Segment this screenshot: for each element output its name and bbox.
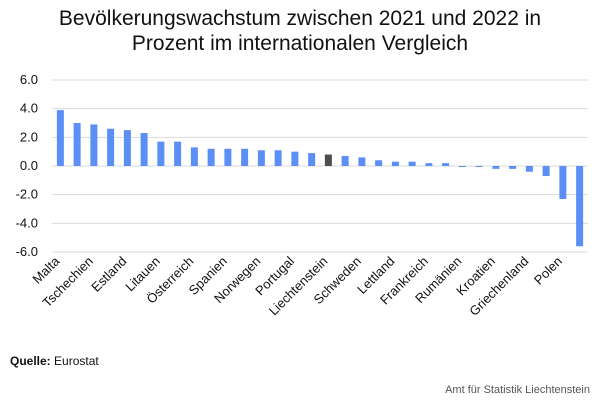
bar bbox=[559, 166, 567, 199]
x-tick-label: Estland bbox=[88, 254, 129, 295]
bar bbox=[274, 150, 282, 166]
y-tick-label: -6.0 bbox=[16, 244, 38, 259]
bar bbox=[207, 148, 215, 166]
bar bbox=[442, 163, 450, 166]
bar bbox=[509, 166, 517, 169]
chart-title: Bevölkerungswachstum zwischen 2021 und 2… bbox=[0, 6, 600, 56]
bar-chart: 6.04.02.00.0-2.0-4.0-6.0MaltaTschechienE… bbox=[16, 72, 588, 319]
source-value: Eurostat bbox=[54, 354, 99, 368]
bar bbox=[341, 155, 349, 166]
bar bbox=[425, 163, 433, 166]
y-tick-label: 2.0 bbox=[20, 129, 38, 144]
bar bbox=[90, 124, 98, 166]
bar bbox=[308, 153, 316, 166]
bar bbox=[224, 148, 232, 166]
credit-note: Amt für Statistik Liechtenstein bbox=[445, 384, 590, 396]
bar bbox=[492, 166, 500, 169]
bar bbox=[56, 110, 64, 166]
bar bbox=[157, 141, 165, 166]
bar bbox=[358, 157, 366, 166]
bar bbox=[73, 123, 81, 166]
chart-title-line-1: Bevölkerungswachstum zwischen 2021 und 2… bbox=[58, 7, 542, 30]
bar bbox=[257, 150, 265, 166]
source-note: Quelle: Eurostat bbox=[10, 354, 99, 368]
bar bbox=[542, 166, 550, 177]
x-tick-label: Griechenland bbox=[466, 254, 531, 319]
bar bbox=[291, 151, 299, 166]
bar bbox=[107, 128, 115, 166]
bar bbox=[190, 147, 198, 166]
bar bbox=[123, 130, 131, 166]
bar bbox=[174, 141, 182, 166]
y-tick-label: 6.0 bbox=[20, 72, 38, 87]
chart-title-line-2: Prozent im internationalen Vergleich bbox=[131, 32, 469, 55]
bar bbox=[525, 166, 533, 172]
bar bbox=[140, 133, 148, 166]
bar bbox=[475, 166, 483, 167]
bar bbox=[241, 148, 249, 166]
bar bbox=[408, 161, 416, 166]
y-tick-label: 4.0 bbox=[20, 101, 38, 116]
bar bbox=[324, 154, 332, 166]
source-label: Quelle: bbox=[10, 354, 51, 368]
bar bbox=[391, 161, 399, 166]
y-tick-label: 0.0 bbox=[20, 158, 38, 173]
y-tick-label: -2.0 bbox=[16, 187, 38, 202]
bar bbox=[375, 160, 383, 166]
x-tick-label: Polen bbox=[531, 254, 565, 288]
y-tick-label: -4.0 bbox=[16, 215, 38, 230]
bar bbox=[458, 166, 466, 167]
bar bbox=[576, 166, 584, 247]
